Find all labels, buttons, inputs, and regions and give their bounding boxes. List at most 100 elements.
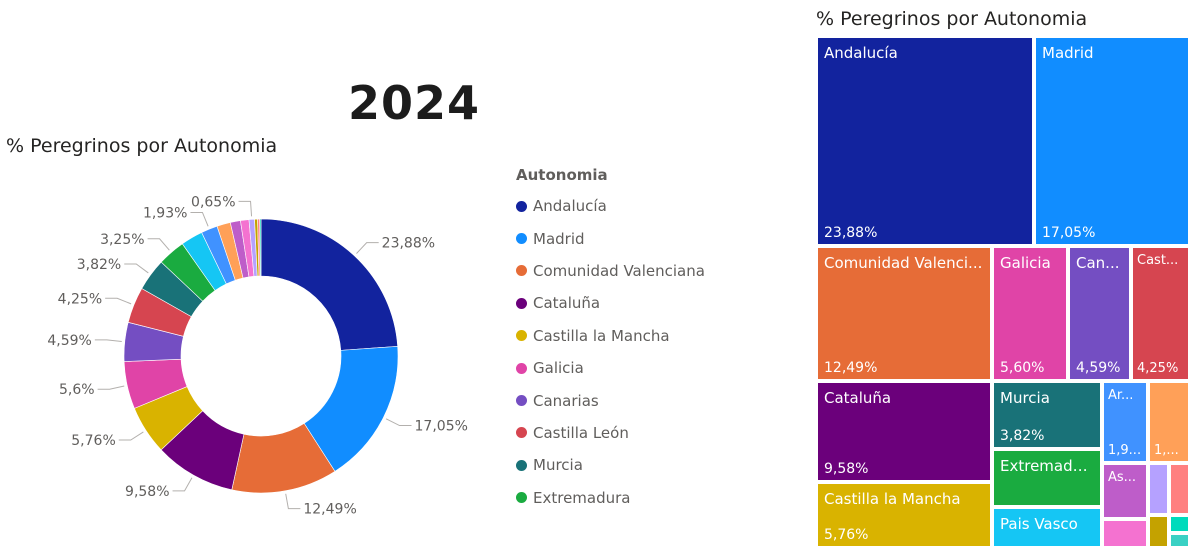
legend-label: Canarias [533,391,599,410]
treemap-tile-value: 12,49% [824,360,878,376]
treemap-tile[interactable]: Murcia 3,82% [992,381,1102,449]
treemap-tile-label: As... [1108,470,1137,485]
treemap-tile-label: Ar... [1108,388,1134,403]
treemap-tile-value: 1,... [1154,443,1179,458]
legend-marker [516,459,527,471]
treemap-tile[interactable] [1102,519,1148,548]
legend-item[interactable]: Madrid [516,222,705,254]
legend-item[interactable]: Andalucía [516,190,705,222]
legend-marker [516,395,527,407]
donut-data-label: 17,05% [415,419,468,435]
legend-label: Madrid [533,229,585,248]
donut-data-label: 0,65% [191,194,235,210]
treemap-tile[interactable]: Extremadura [992,449,1102,507]
treemap-tile-value: 5,60% [1000,360,1045,376]
donut-data-label: 9,58% [125,484,169,500]
legend-item[interactable]: Murcia [516,449,705,481]
donut-leader-line [172,477,193,492]
treemap-tile-label: Andalucía [824,44,898,62]
donut-leader-line [124,263,149,274]
legend-marker [516,297,527,309]
donut-data-label: 4,25% [58,291,102,307]
legend-marker [516,492,527,504]
legend-marker [516,362,527,374]
legend-item[interactable]: Comunidad Valenciana [516,255,705,287]
donut-leader-line [97,385,125,390]
donut-leader-line [356,242,379,254]
legend-item[interactable]: Cataluña [516,287,705,319]
legend-marker [516,330,527,342]
treemap-tile[interactable]: Madrid 17,05% [1034,36,1190,246]
donut-data-label: 3,25% [100,232,144,248]
treemap-tile[interactable] [1148,463,1169,515]
donut-chart: 23,88% 17,05% 12,49% 9,58% 5,76% 5,6% 4,59% 4,2… [47,194,468,517]
treemap-tile[interactable]: 1,... [1148,381,1190,463]
treemap-tile[interactable]: Cataluña 9,58% [816,381,992,482]
treemap-tile[interactable] [1148,515,1169,548]
donut-data-label: 3,82% [77,257,121,273]
donut-slice[interactable] [259,218,262,277]
treemap-tile-label: Madrid [1042,44,1094,62]
treemap-tile-value: 9,58% [824,461,869,477]
treemap-tile-value: 5,76% [824,527,869,543]
donut-data-label: 5,76% [71,433,115,449]
legend-marker [516,265,527,277]
legend-item[interactable]: Extremadura [516,482,705,514]
donut-leader-line [385,418,412,427]
legend-item[interactable]: Castilla la Mancha [516,320,705,352]
treemap-tile[interactable]: Galicia 5,60% [992,246,1068,381]
treemap-tile-label: Comunidad Valenci... [824,254,983,272]
donut-data-label: 4,59% [47,333,91,349]
legend-label: Comunidad Valenciana [533,261,705,280]
treemap-tile[interactable]: Cast... 4,25% [1131,246,1190,381]
donut-leader-line [190,211,209,227]
treemap-tile-label: Castilla la Mancha [824,490,961,508]
legend-item[interactable]: Galicia [516,352,705,384]
legend-label: Galicia [533,359,584,378]
treemap-tile[interactable]: Ar... 1,9... [1102,381,1148,463]
treemap-tile-label: Cataluña [824,389,892,407]
treemap-tile[interactable]: As... [1102,463,1148,519]
treemap-tile[interactable]: Pais Vasco [992,507,1102,548]
treemap-chart: Andalucía 23,88% Madrid 17,05% Comunidad Val… [816,36,1190,548]
legend-marker [516,200,527,212]
donut-leader-line [285,493,301,510]
legend-title: Autonomia [516,166,608,184]
treemap-title: % Peregrinos por Autonomia [816,8,1088,30]
treemap-tile-label: Can... [1076,254,1120,272]
treemap-tile[interactable]: Can... 4,59% [1068,246,1131,381]
treemap-tile-label: Pais Vasco [1000,515,1078,533]
treemap-tile[interactable] [1169,515,1190,533]
donut-slice[interactable] [260,218,398,351]
treemap-tile-value: 23,88% [824,225,878,241]
treemap-tile[interactable] [1169,533,1190,548]
treemap-tile[interactable]: Comunidad Valenci... 12,49% [816,246,992,381]
legend-marker [516,427,527,439]
donut-leader-line [238,200,253,217]
legend-label: Andalucía [533,197,607,216]
treemap-tile-value: 4,59% [1076,360,1121,376]
treemap-tile-value: 1,9... [1108,443,1142,458]
donut-data-label: 5,6% [59,382,95,398]
donut-leader-line [147,238,170,251]
year-title: 2024 [348,76,481,130]
legend-label: Cataluña [533,294,601,313]
treemap-tile-label: Murcia [1000,389,1050,407]
treemap-tile[interactable]: Castilla la Mancha 5,76% [816,482,992,548]
donut-leader-line [94,339,122,342]
legend-marker [516,233,527,245]
donut-chart-title: % Peregrinos por Autonomia [6,135,278,157]
treemap-tile-value: 4,25% [1137,361,1179,376]
treemap-tile[interactable] [1169,463,1190,515]
treemap-tile-label: Galicia [1000,254,1051,272]
treemap-tile-label: Cast... [1137,253,1179,268]
treemap-tile-value: 17,05% [1042,225,1096,241]
legend-item[interactable]: Castilla León [516,417,705,449]
donut-leader-line [105,297,132,305]
legend: Autonomia Andalucía Madrid Comunidad Valen… [516,166,705,514]
legend-label: Castilla León [533,423,629,442]
legend-item[interactable]: Canarias [516,384,705,416]
donut-data-label: 1,93% [143,205,187,221]
legend-label: Castilla la Mancha [533,326,670,345]
treemap-tile[interactable]: Andalucía 23,88% [816,36,1034,246]
